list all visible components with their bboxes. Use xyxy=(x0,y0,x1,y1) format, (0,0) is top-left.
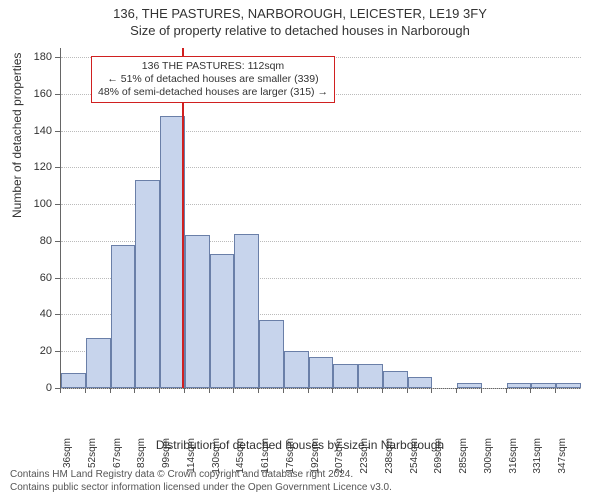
x-tick-mark xyxy=(407,388,408,393)
histogram-bar xyxy=(61,373,86,388)
y-tick-label: 140 xyxy=(0,125,52,137)
y-tick-label: 120 xyxy=(0,161,52,173)
histogram-bar xyxy=(284,351,309,388)
annotation-line: ← 51% of detached houses are smaller (33… xyxy=(98,73,328,86)
x-tick-mark xyxy=(530,388,531,393)
x-tick-mark xyxy=(431,388,432,393)
title-block: 136, THE PASTURES, NARBOROUGH, LEICESTER… xyxy=(0,6,600,40)
gridline xyxy=(61,167,581,168)
y-tick-label: 80 xyxy=(0,235,52,247)
y-tick-label: 20 xyxy=(0,345,52,357)
histogram-bar xyxy=(507,383,532,389)
x-tick-mark xyxy=(308,388,309,393)
footer-line-1: Contains HM Land Registry data © Crown c… xyxy=(10,469,392,482)
gridline xyxy=(61,131,581,132)
histogram-bar xyxy=(457,383,482,389)
y-tick-label: 180 xyxy=(0,51,52,63)
histogram-bar xyxy=(86,338,111,388)
y-tick-label: 60 xyxy=(0,272,52,284)
y-tick-label: 160 xyxy=(0,88,52,100)
footer-line-2: Contains public sector information licen… xyxy=(10,482,392,495)
histogram-bar xyxy=(111,245,136,388)
title-sub: Size of property relative to detached ho… xyxy=(0,23,600,40)
y-tick-label: 0 xyxy=(0,382,52,394)
chart-container: 136, THE PASTURES, NARBOROUGH, LEICESTER… xyxy=(0,0,600,500)
histogram-bar xyxy=(358,364,383,388)
x-tick-mark xyxy=(159,388,160,393)
annotation-box: 136 THE PASTURES: 112sqm← 51% of detache… xyxy=(91,56,335,103)
x-tick-mark xyxy=(184,388,185,393)
title-main: 136, THE PASTURES, NARBOROUGH, LEICESTER… xyxy=(0,6,600,23)
y-tick-label: 40 xyxy=(0,308,52,320)
histogram-bar xyxy=(383,371,408,388)
x-tick-mark xyxy=(85,388,86,393)
histogram-bar xyxy=(210,254,235,388)
histogram-bar xyxy=(556,383,581,389)
histogram-bar xyxy=(309,357,334,388)
plot-area: 136 THE PASTURES: 112sqm← 51% of detache… xyxy=(60,48,581,389)
x-tick-mark xyxy=(555,388,556,393)
histogram-bar xyxy=(135,180,160,388)
x-tick-mark xyxy=(456,388,457,393)
x-axis-label: Distribution of detached houses by size … xyxy=(0,438,600,452)
footer-attribution: Contains HM Land Registry data © Crown c… xyxy=(10,469,392,494)
x-tick-mark xyxy=(258,388,259,393)
x-tick-mark xyxy=(481,388,482,393)
gridline xyxy=(61,388,581,389)
histogram-bar xyxy=(234,234,259,388)
x-tick-mark xyxy=(506,388,507,393)
x-tick-mark xyxy=(382,388,383,393)
x-tick-mark xyxy=(209,388,210,393)
x-tick-mark xyxy=(60,388,61,393)
histogram-bar xyxy=(185,235,210,388)
x-tick-mark xyxy=(233,388,234,393)
annotation-line: 136 THE PASTURES: 112sqm xyxy=(98,60,328,73)
histogram-bar xyxy=(531,383,556,389)
annotation-line: 48% of semi-detached houses are larger (… xyxy=(98,86,328,99)
histogram-bar xyxy=(333,364,358,388)
histogram-bar xyxy=(408,377,433,388)
histogram-bar xyxy=(259,320,284,388)
x-tick-mark xyxy=(332,388,333,393)
x-tick-mark xyxy=(283,388,284,393)
x-tick-mark xyxy=(357,388,358,393)
y-tick-label: 100 xyxy=(0,198,52,210)
x-tick-mark xyxy=(110,388,111,393)
x-tick-mark xyxy=(134,388,135,393)
